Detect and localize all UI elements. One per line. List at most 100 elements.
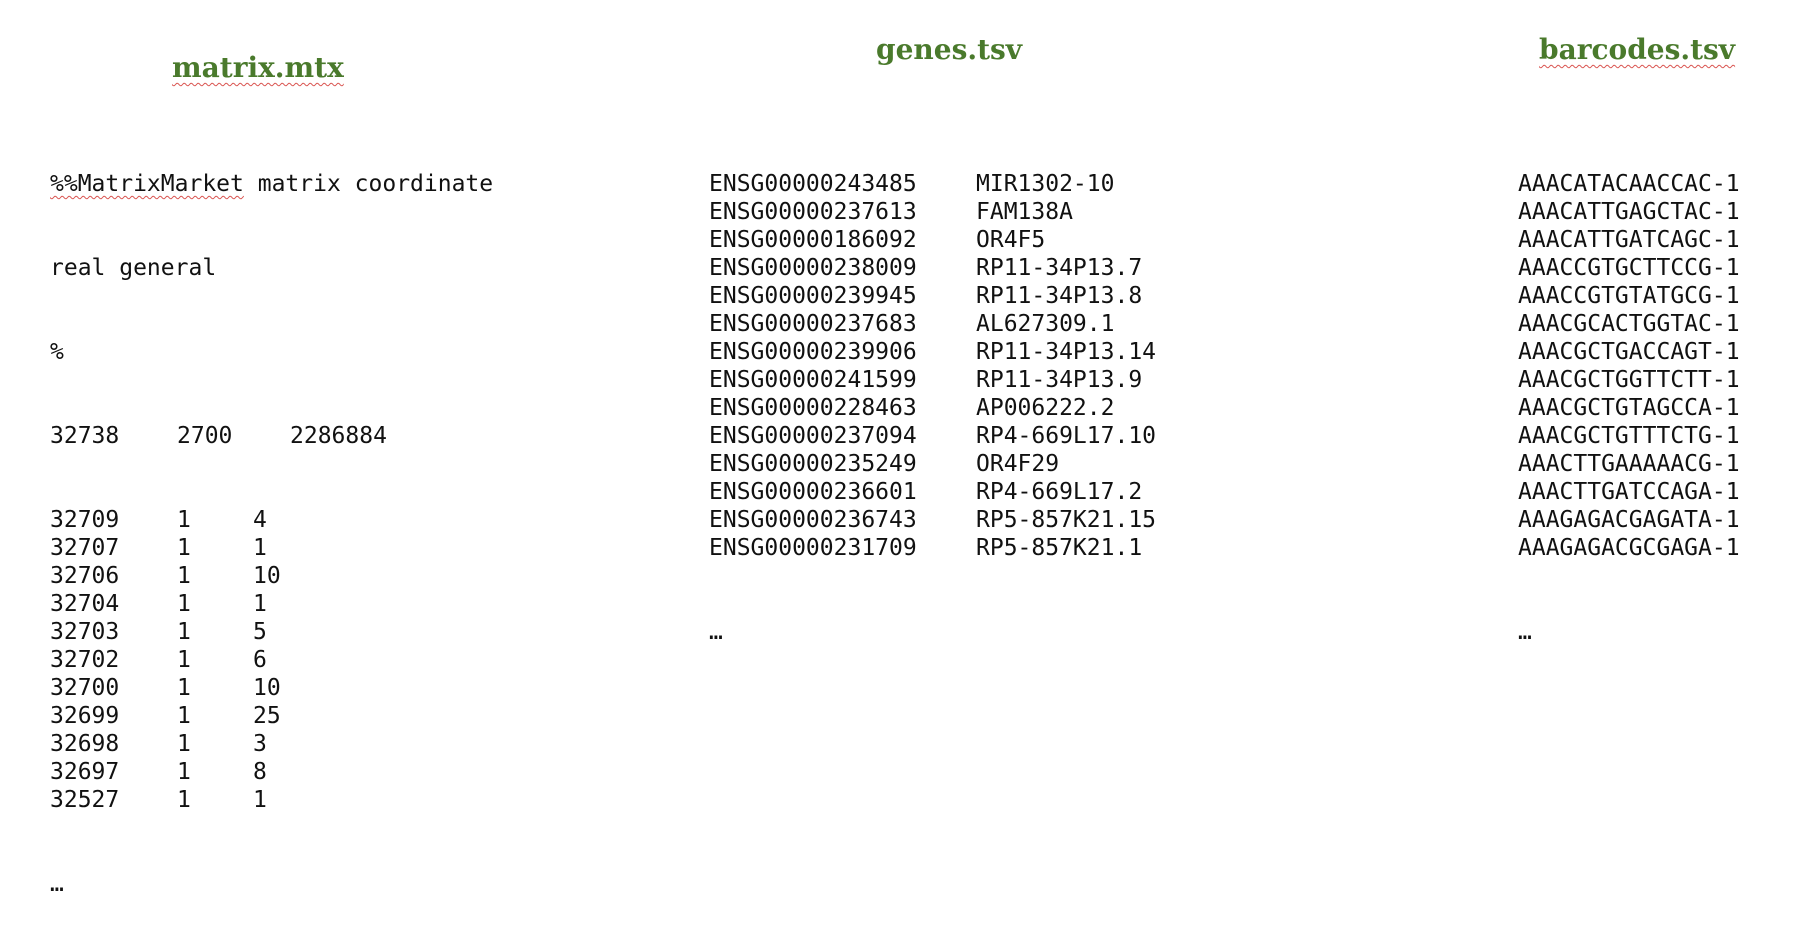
barcode-row: AAACGCTGACCAGT-1: [1518, 339, 1740, 365]
gene-symbol: RP5-857K21.1: [976, 535, 1143, 561]
barcodes-ellipsis: …: [1518, 619, 1532, 645]
matrix-entry-count: 5: [253, 619, 267, 645]
matrix-dim-entries: 2286884: [290, 423, 387, 449]
matrix-entry-gene-index: 32707: [50, 535, 120, 561]
barcode-row: AAAGAGACGCGAGA-1: [1518, 535, 1740, 561]
matrix-entry-cell-index: 1: [177, 507, 191, 533]
gene-row: ENSG00000237683 AL627309.1: [709, 310, 1209, 338]
matrix-entry-count: 3: [253, 731, 267, 757]
gene-id: ENSG00000241599: [709, 367, 917, 393]
gene-symbol: RP4-669L17.2: [976, 479, 1143, 505]
matrix-entry-row: 32704 1 1: [50, 590, 493, 618]
matrix-entry-cell-index: 1: [177, 703, 191, 729]
gene-symbol: RP11-34P13.7: [976, 255, 1143, 281]
matrix-entry-count: 4: [253, 507, 267, 533]
matrix-entry-cell-index: 1: [177, 787, 191, 813]
matrix-entry-row: 32527 1 1: [50, 786, 493, 814]
barcode-row: AAACGCTGTTTCTG-1: [1518, 423, 1740, 449]
gene-id: ENSG00000239945: [709, 283, 917, 309]
matrix-ellipsis: …: [50, 871, 64, 897]
matrix-entry-cell-index: 1: [177, 731, 191, 757]
barcode-row: AAACCGTGCTTCCG-1: [1518, 255, 1740, 281]
matrix-entry-count: 1: [253, 535, 267, 561]
matrix-entry-count: 25: [253, 703, 281, 729]
matrix-header-line: %%MatrixMarket matrix coordinate: [50, 170, 493, 198]
gene-id: ENSG00000237613: [709, 199, 917, 225]
matrix-entry-cell-index: 1: [177, 591, 191, 617]
gene-row: ENSG00000231709 RP5-857K21.1: [709, 534, 1209, 562]
barcodes-content: AAACATACAACCAC-1 AAACATTGAGCTAC-1 AAACATTG…: [1518, 114, 1740, 674]
matrix-header-rest: matrix coordinate: [243, 171, 494, 197]
gene-row: ENSG00000239945 RP11-34P13.8: [709, 282, 1209, 310]
matrix-entry-row: 32697 1 8: [50, 758, 493, 786]
gene-symbol: OR4F29: [976, 451, 1060, 477]
matrix-entry-gene-index: 32702: [50, 647, 120, 673]
gene-id: ENSG00000236743: [709, 507, 917, 533]
gene-id: ENSG00000237683: [709, 311, 917, 337]
matrix-entry-gene-index: 32699: [50, 703, 120, 729]
barcodes-entries: AAACATACAACCAC-1 AAACATTGAGCTAC-1 AAACATTG…: [1518, 170, 1740, 562]
gene-symbol: RP11-34P13.14: [976, 339, 1157, 365]
matrix-entries: 32709 1 4 32707 1 1 32706 1 10 32704 1 1 32703 1 5 3270…: [50, 506, 493, 814]
barcode-row: AAACATACAACCAC-1: [1518, 171, 1740, 197]
gene-row: ENSG00000238009 RP11-34P13.7: [709, 254, 1209, 282]
matrix-entry-cell-index: 1: [177, 563, 191, 589]
matrix-entry-row: 32698 1 3: [50, 730, 493, 758]
gene-row: ENSG00000243485 MIR1302-10: [709, 170, 1209, 198]
gene-symbol: RP4-669L17.10: [976, 423, 1157, 449]
gene-row: ENSG00000236601 RP4-669L17.2: [709, 478, 1209, 506]
matrix-entry-gene-index: 32709: [50, 507, 120, 533]
gene-id: ENSG00000228463: [709, 395, 917, 421]
barcode-row: AAACATTGATCAGC-1: [1518, 227, 1740, 253]
matrix-entry-gene-index: 32697: [50, 759, 120, 785]
gene-symbol: RP5-857K21.15: [976, 507, 1157, 533]
matrix-dim-cols: 2700: [177, 423, 233, 449]
matrix-entry-row: 32702 1 6: [50, 646, 493, 674]
matrix-header-keyword: %%MatrixMarket: [50, 171, 244, 197]
gene-id: ENSG00000243485: [709, 171, 917, 197]
genes-ellipsis: …: [709, 619, 723, 645]
matrix-entry-gene-index: 32706: [50, 563, 120, 589]
gene-row: ENSG00000186092 OR4F5: [709, 226, 1209, 254]
gene-symbol: MIR1302-10: [976, 171, 1115, 197]
gene-row: ENSG00000236743 RP5-857K21.15: [709, 506, 1209, 534]
matrix-entry-gene-index: 32703: [50, 619, 120, 645]
barcode-row: AAACTTGAAAAACG-1: [1518, 451, 1740, 477]
gene-id: ENSG00000236601: [709, 479, 917, 505]
matrix-header-line-2: real general: [50, 255, 217, 281]
barcode-row: AAACTTGATCCAGA-1: [1518, 479, 1740, 505]
gene-symbol: RP11-34P13.8: [976, 283, 1143, 309]
gene-row: ENSG00000235249 OR4F29: [709, 450, 1209, 478]
matrix-entry-count: 1: [253, 787, 267, 813]
gene-symbol: FAM138A: [976, 199, 1073, 225]
barcode-row: AAAGAGACGAGATA-1: [1518, 507, 1740, 533]
matrix-entry-count: 1: [253, 591, 267, 617]
matrix-entry-count: 10: [253, 675, 281, 701]
matrix-comment-line: %: [50, 339, 64, 365]
matrix-entry-count: 6: [253, 647, 267, 673]
gene-id: ENSG00000186092: [709, 227, 917, 253]
barcode-row: AAACGCTGTAGCCA-1: [1518, 395, 1740, 421]
gene-id: ENSG00000237094: [709, 423, 917, 449]
gene-id: ENSG00000231709: [709, 535, 917, 561]
matrix-entry-cell-index: 1: [177, 535, 191, 561]
barcode-row: AAACGCTGGTTCTT-1: [1518, 367, 1740, 393]
gene-row: ENSG00000237094 RP4-669L17.10: [709, 422, 1209, 450]
barcode-row: AAACATTGAGCTAC-1: [1518, 199, 1740, 225]
matrix-entry-row: 32699 1 25: [50, 702, 493, 730]
matrix-dim-rows: 32738: [50, 423, 120, 449]
genes-file-heading: genes.tsv: [876, 33, 1023, 66]
matrix-entry-row: 32703 1 5: [50, 618, 493, 646]
gene-row: ENSG00000241599 RP11-34P13.9: [709, 366, 1209, 394]
matrix-entry-cell-index: 1: [177, 675, 191, 701]
matrix-entry-row: 32709 1 4: [50, 506, 493, 534]
barcode-row: AAACCGTGTATGCG-1: [1518, 283, 1740, 309]
barcode-row: AAACGCACTGGTAC-1: [1518, 311, 1740, 337]
matrix-entry-row: 32707 1 1: [50, 534, 493, 562]
matrix-file-heading: matrix.mtx: [172, 51, 344, 84]
matrix-entry-gene-index: 32698: [50, 731, 120, 757]
gene-symbol: RP11-34P13.9: [976, 367, 1143, 393]
matrix-entry-cell-index: 1: [177, 647, 191, 673]
gene-symbol: AL627309.1: [976, 311, 1115, 337]
matrix-entry-row: 32700 1 10: [50, 674, 493, 702]
